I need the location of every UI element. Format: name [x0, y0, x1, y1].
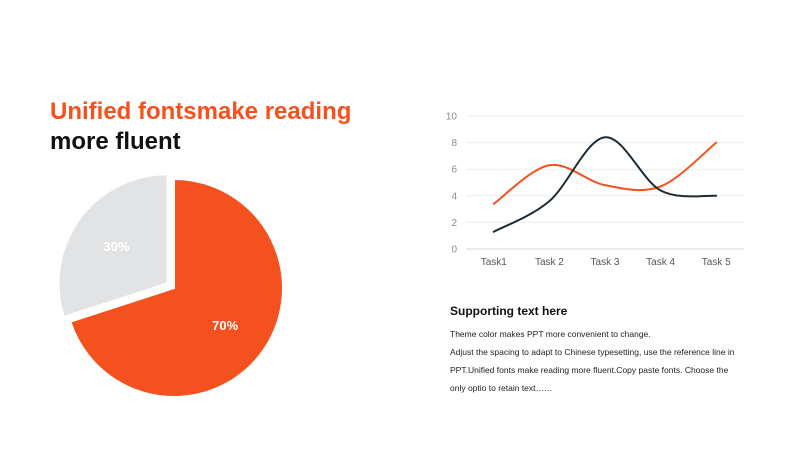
- x-tick-label: Task 5: [702, 257, 731, 268]
- pie-slice: [69, 177, 284, 398]
- supporting-line: only optio to retain text……: [450, 383, 553, 393]
- title-line-2: more fluent: [50, 128, 181, 155]
- y-tick-label: 4: [451, 191, 457, 202]
- supporting-line: PPT.Unified fonts make reading more flue…: [450, 365, 729, 375]
- supporting-line: Theme color makes PPT more convenient to…: [450, 329, 651, 339]
- y-tick-label: 2: [451, 218, 457, 229]
- x-tick-label: Task 3: [591, 257, 620, 268]
- title-line-1: Unified fontsmake reading: [50, 98, 352, 125]
- pie-slice-label: 70%: [212, 318, 238, 333]
- x-tick-label: Task 2: [535, 257, 564, 268]
- y-tick-label: 6: [451, 165, 457, 176]
- supporting-line: Adjust the spacing to adapt to Chinese t…: [450, 347, 735, 357]
- y-tick-label: 8: [451, 138, 457, 149]
- supporting-body: Theme color makes PPT more convenient to…: [450, 325, 750, 397]
- line-series: [492, 141, 718, 205]
- pie-slice-label: 30%: [103, 239, 129, 254]
- y-tick-label: 10: [446, 112, 458, 123]
- x-tick-label: Task 4: [646, 257, 675, 268]
- x-tick-label: Task1: [481, 257, 508, 268]
- line-series: [492, 136, 718, 233]
- pie-slice: [57, 173, 169, 319]
- y-tick-label: 0: [451, 245, 457, 256]
- supporting-title: Supporting text here: [450, 304, 568, 318]
